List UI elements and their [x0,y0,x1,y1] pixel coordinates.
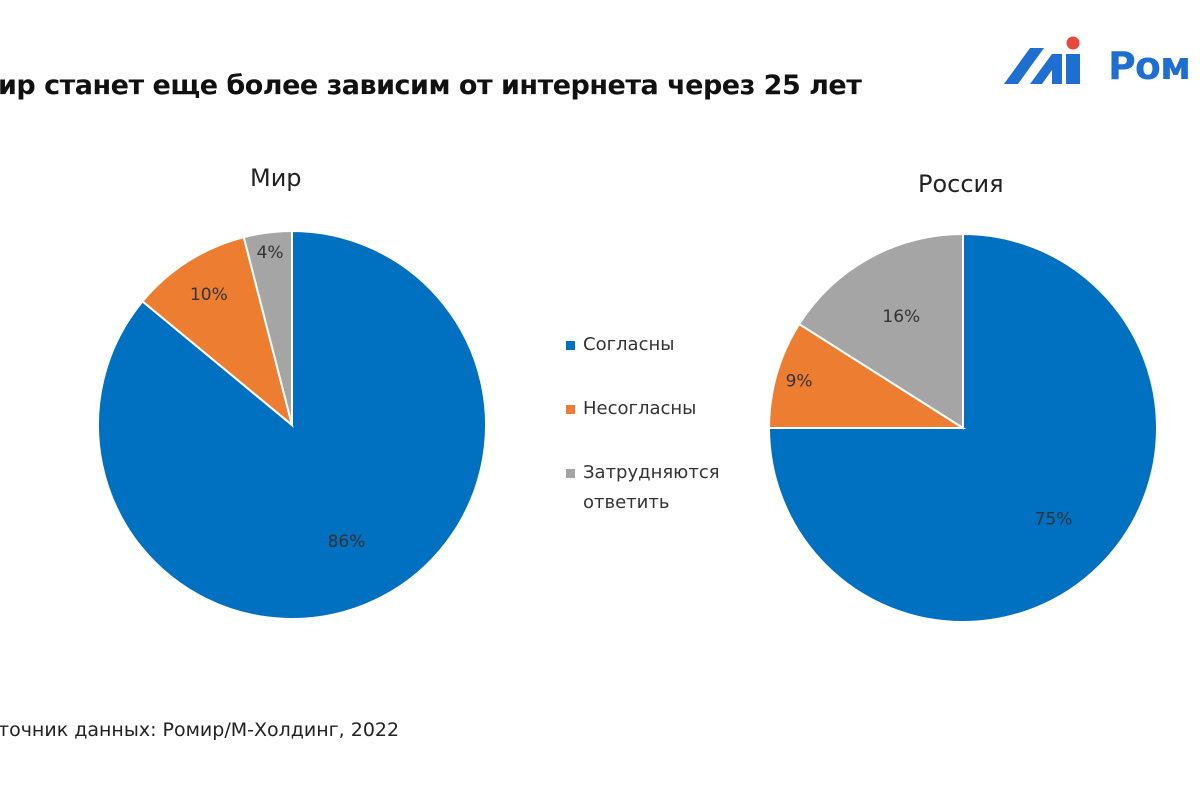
pie-slice-world-disagree [141,235,294,428]
page-title: ир станет еще более зависим от интернета… [0,70,862,101]
pie-title-world: Мир [250,164,302,192]
data-label-world-undecided: 4% [257,243,284,263]
logo-text: Ром [1108,44,1191,88]
pie-slice-russia-disagree [767,322,967,429]
legend-label-undecided: Затрудняются ответить [583,462,720,513]
data-label-russia-agree: 75% [1035,510,1073,530]
pie-world: 86% 10% 4% [97,229,487,620]
romir-logo: Ром [1000,34,1200,94]
pie-slice-world-undecided [242,229,293,426]
legend-item-undecided: Затрудняются ответить [566,458,720,518]
legend-swatch-undecided [566,469,575,478]
legend-item-agree: Согласны [566,330,674,360]
pie-slice-russia-agree [767,232,1158,623]
legend-label-disagree: Несогласны [583,398,697,419]
data-label-russia-undecided: 16% [882,307,920,327]
data-label-world-disagree: 10% [190,285,228,305]
pie-russia: 75% 9% 16% [767,232,1158,623]
romir-logo-icon [1004,36,1080,84]
legend-label-agree: Согласны [583,334,675,355]
data-label-world-agree: 86% [328,532,366,552]
legend-item-disagree: Несогласны [566,394,696,424]
pie-slice-russia-undecided [797,232,964,430]
source-note: точник данных: Ромир/М-Холдинг, 2022 [0,719,400,741]
pie-title-russia: Россия [918,170,1004,198]
data-label-russia-disagree: 9% [786,371,813,391]
legend-swatch-agree [566,341,575,350]
legend-swatch-disagree [566,405,575,414]
